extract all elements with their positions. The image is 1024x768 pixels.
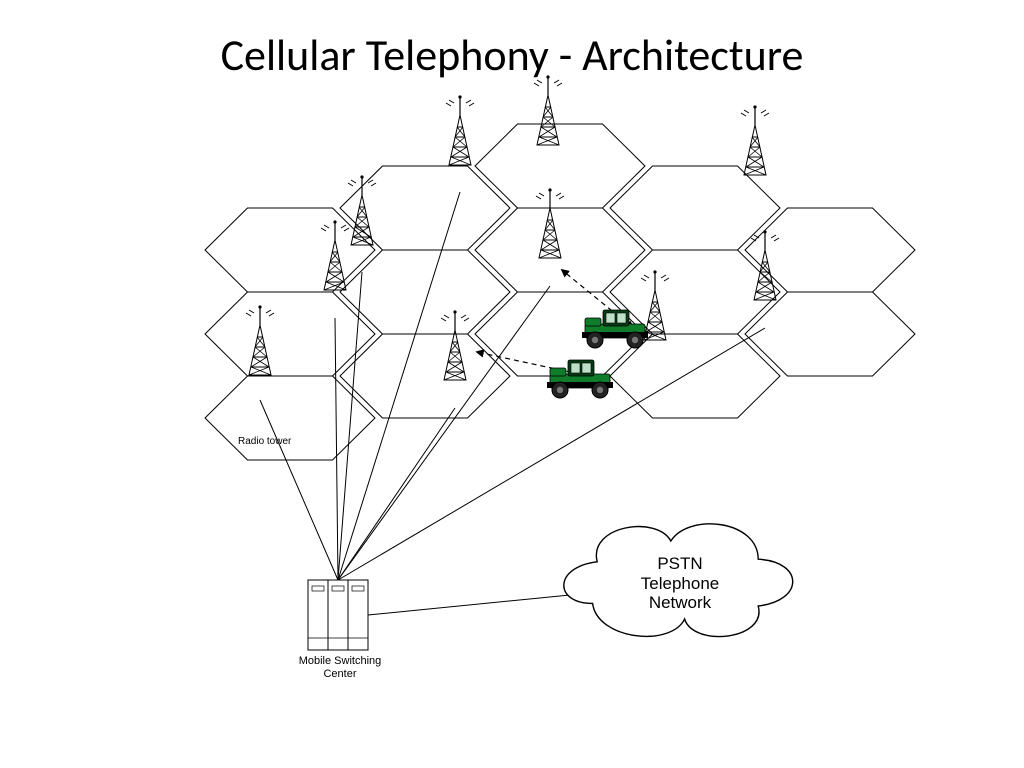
tower-icon (348, 175, 376, 245)
hex-cell (475, 124, 645, 208)
backhaul-link (338, 286, 550, 580)
hex-cell (475, 208, 645, 292)
tower-icon (741, 105, 769, 175)
car-icon (547, 360, 613, 398)
pstn-label-line1: PSTN (657, 554, 702, 573)
backhaul-link (335, 318, 338, 580)
msc-pstn-link (368, 595, 570, 615)
hex-cell (745, 208, 915, 292)
diagram-canvas (0, 0, 1024, 768)
backhaul-link (338, 272, 362, 580)
pstn-label-line3: Network (649, 593, 711, 612)
tower-icon (751, 230, 779, 300)
hex-cell (340, 250, 510, 334)
tower-icon (246, 305, 274, 375)
pstn-label: PSTN Telephone Network (600, 554, 760, 613)
tower-icon (536, 188, 564, 258)
tower-icon (534, 75, 562, 145)
hex-cell (610, 250, 780, 334)
msc-icon (308, 580, 368, 650)
hex-cell (610, 166, 780, 250)
hex-cell (205, 208, 375, 292)
car-icon (582, 310, 648, 348)
msc-label-line1: Mobile Switching (299, 655, 382, 667)
radio-tower-label: Radio tower (238, 436, 291, 448)
tower-icon (446, 95, 474, 165)
msc-box (308, 580, 368, 650)
tower-icon (441, 310, 469, 380)
backhaul-link (338, 408, 455, 580)
backhaul-link (260, 400, 338, 580)
hex-cells (205, 124, 915, 460)
msc-label: Mobile Switching Center (290, 655, 390, 680)
msc-label-line2: Center (323, 668, 356, 680)
hex-cell (745, 292, 915, 376)
hex-cell (205, 292, 375, 376)
pstn-label-line2: Telephone (641, 574, 719, 593)
